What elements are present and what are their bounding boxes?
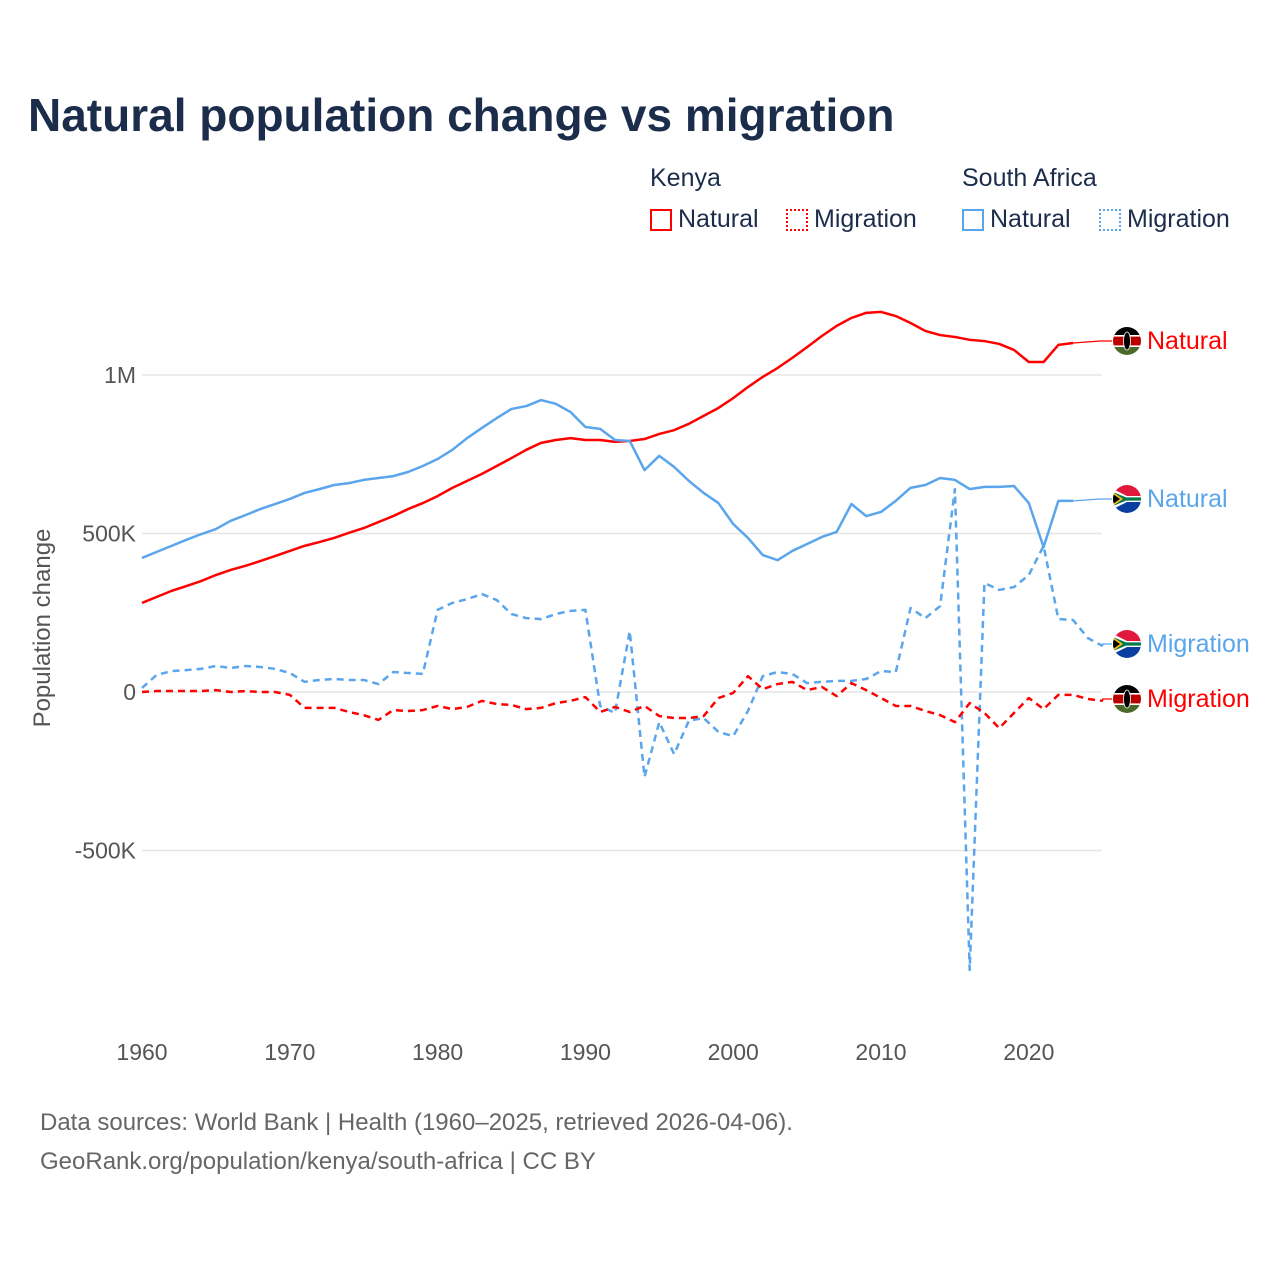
legend-label: Migration: [814, 205, 917, 233]
dotted-swatch-icon: [1099, 208, 1121, 231]
series-end-label: Migration: [1147, 685, 1250, 713]
chart-title: Natural population change vs migration: [28, 89, 895, 141]
legend-south-africa-natural[interactable]: Natural: [962, 205, 1071, 234]
x-tick-label: 1960: [116, 1039, 167, 1065]
series-end-label: Natural: [1147, 485, 1228, 513]
legend-group-kenya: Kenya: [650, 164, 721, 192]
series-line-south-africa-migration[interactable]: [141, 487, 1104, 972]
source-link[interactable]: GeoRank.org/population/kenya/south-afric…: [40, 1148, 596, 1175]
x-tick-label: 2020: [1003, 1039, 1054, 1065]
solid-swatch-icon: [650, 208, 672, 231]
kenya-flag-icon: [1113, 685, 1141, 713]
legend-label: Natural: [678, 205, 759, 233]
series-line-kenya-migration[interactable]: [141, 674, 1103, 730]
series-line-kenya-natural[interactable]: [141, 310, 1074, 605]
x-tick-label: 2000: [708, 1039, 759, 1065]
y-tick-label: 500K: [82, 521, 136, 547]
south-africa-flag-icon: [1113, 630, 1141, 658]
legend-label: Migration: [1127, 205, 1230, 233]
y-tick-label: 1M: [104, 362, 136, 388]
solid-swatch-icon: [962, 208, 984, 231]
end-label-connector: [1102, 643, 1112, 647]
plot-area: -500K 0 500K 1M 1960 1970 1980 1990 2000 2010 2020…: [29, 310, 1250, 1065]
legend-south-africa-migration[interactable]: Migration: [1099, 205, 1230, 234]
legend-label: Natural: [990, 205, 1071, 233]
y-tick-label: 0: [123, 679, 136, 705]
south-africa-flag-icon: [1113, 485, 1141, 513]
x-tick-label: 2010: [855, 1039, 906, 1065]
kenya-flag-icon: [1113, 327, 1141, 355]
end-label-connector: [1102, 698, 1112, 701]
y-tick-label: -500K: [75, 838, 137, 864]
end-label-connector: [1073, 340, 1112, 344]
end-label-connector: [1073, 498, 1112, 502]
legend-kenya-migration[interactable]: Migration: [786, 205, 917, 234]
x-tick-label: 1970: [264, 1039, 315, 1065]
legend-kenya-natural[interactable]: Natural: [650, 205, 759, 234]
legend-group-south-africa: South Africa: [962, 164, 1097, 192]
series-line-south-africa-natural[interactable]: [141, 398, 1074, 562]
y-axis-label: Population change: [29, 529, 56, 728]
dotted-swatch-icon: [786, 208, 808, 231]
series-end-label: Natural: [1147, 327, 1228, 355]
x-tick-label: 1990: [560, 1039, 611, 1065]
source-note: Data sources: World Bank | Health (1960–…: [40, 1109, 793, 1136]
x-tick-label: 1980: [412, 1039, 463, 1065]
series-end-label: Migration: [1147, 630, 1250, 658]
